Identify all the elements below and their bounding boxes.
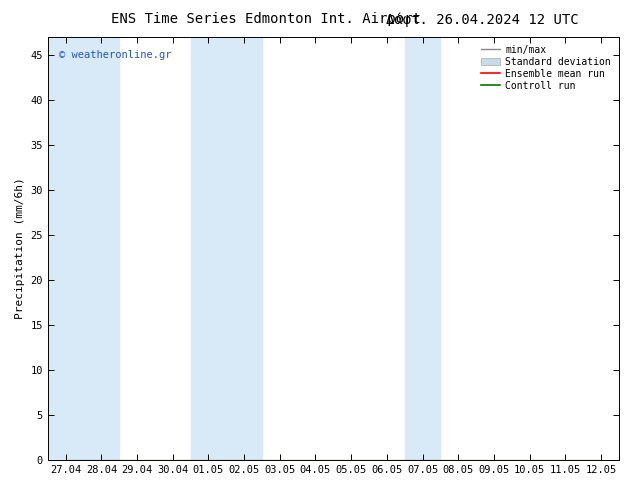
Bar <box>48 37 119 460</box>
Text: © weatheronline.gr: © weatheronline.gr <box>60 50 172 60</box>
Bar <box>404 37 441 460</box>
Legend: min/max, Standard deviation, Ensemble mean run, Controll run: min/max, Standard deviation, Ensemble me… <box>478 42 614 94</box>
Text: ENS Time Series Edmonton Int. Airport: ENS Time Series Edmonton Int. Airport <box>112 12 421 26</box>
Bar <box>191 37 262 460</box>
Text: Δάφτ. 26.04.2024 12 UTC: Δάφτ. 26.04.2024 12 UTC <box>385 12 578 27</box>
Y-axis label: Precipitation (mm/6h): Precipitation (mm/6h) <box>15 178 25 319</box>
